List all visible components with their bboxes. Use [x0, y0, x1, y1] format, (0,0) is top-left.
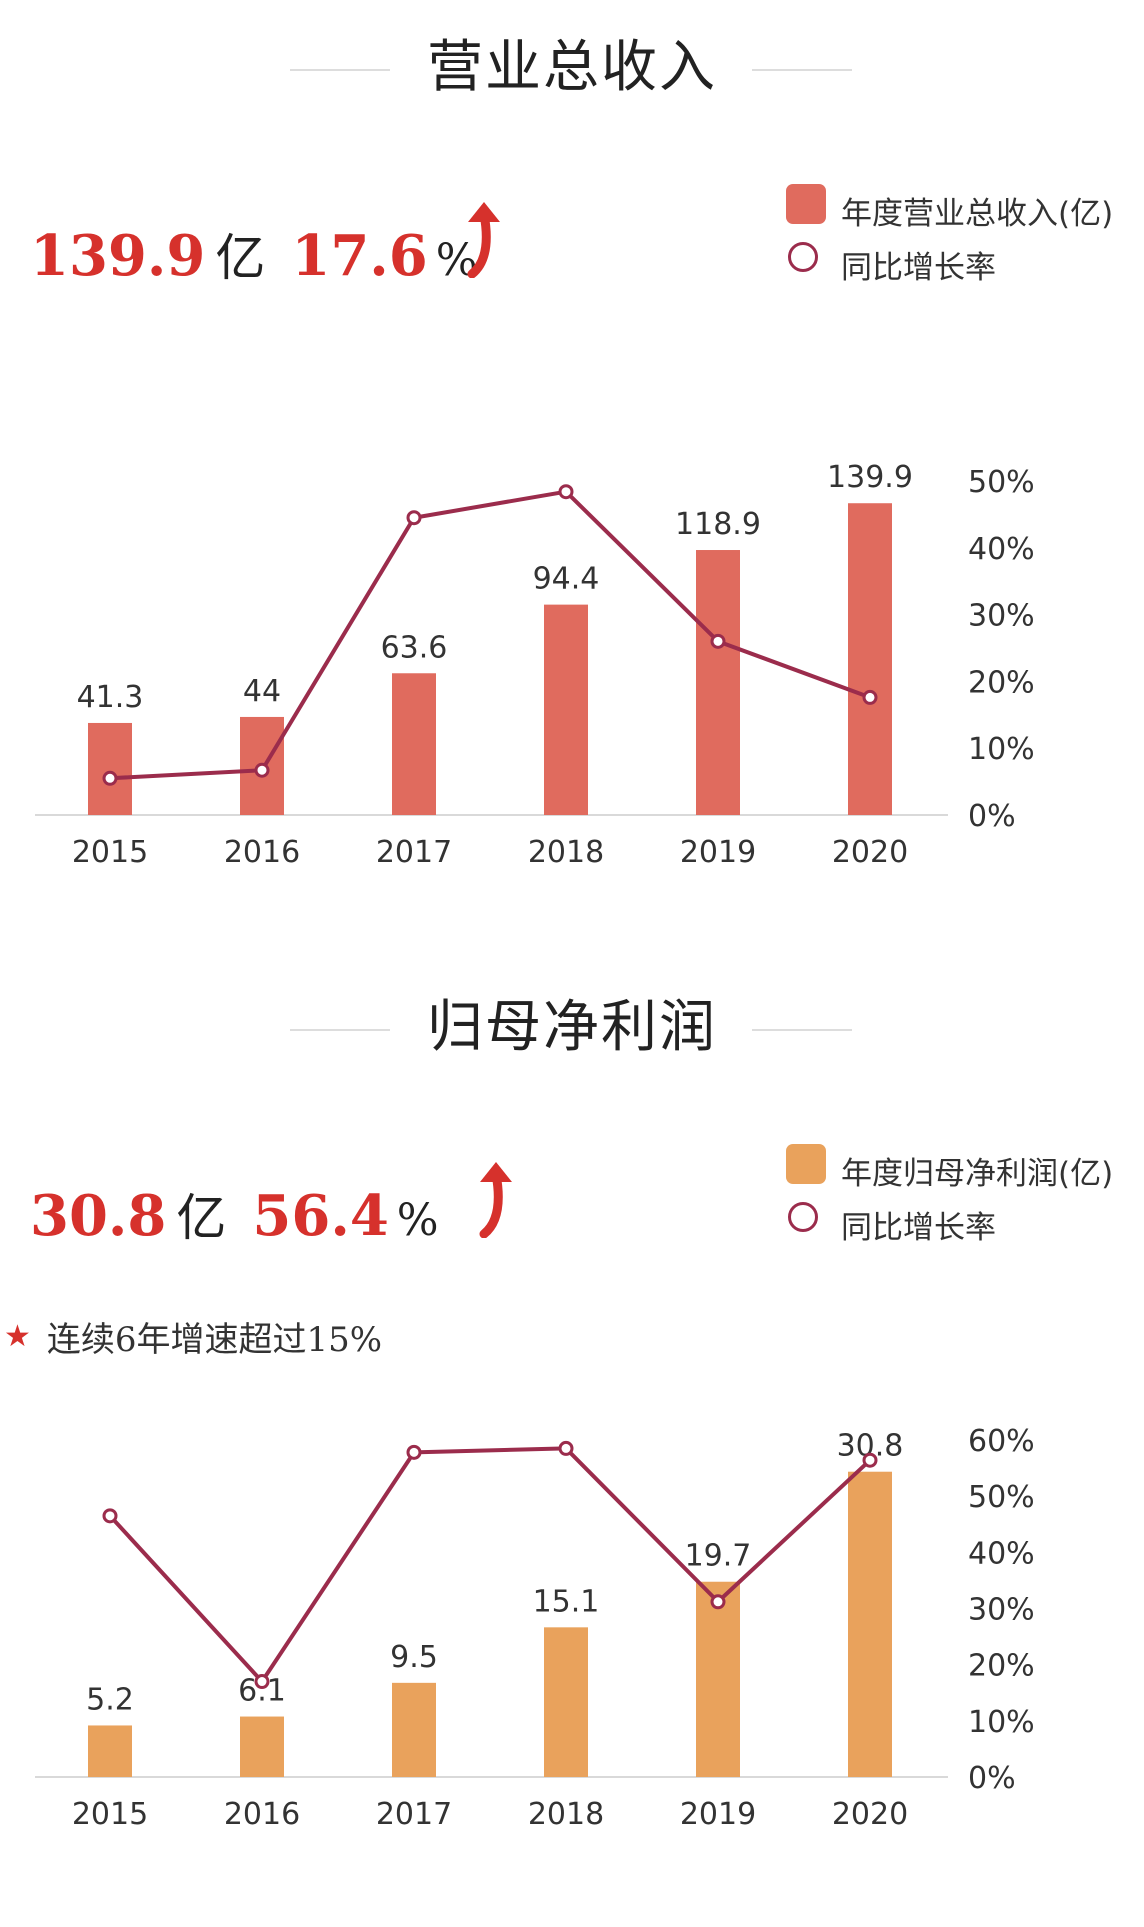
legend-swatch — [786, 184, 826, 224]
growth-point — [102, 770, 118, 786]
y-tick-label: 50% — [968, 465, 1035, 500]
data-label: 63.6 — [381, 630, 448, 665]
bar — [392, 1682, 436, 1777]
profit-growth-unit: % — [396, 1195, 439, 1246]
x-tick-label: 2019 — [680, 1797, 756, 1832]
growth-point — [862, 1452, 878, 1468]
x-tick-label: 2020 — [832, 835, 908, 870]
y-tick-label: 40% — [968, 1536, 1035, 1571]
growth-point — [254, 762, 270, 778]
data-label: 44 — [243, 674, 281, 709]
legend-marker-icon — [788, 242, 818, 272]
growth-line — [108, 1446, 872, 1684]
growth-note: ★ 连续6年增速超过15% — [4, 1312, 382, 1361]
y-tick-label: 20% — [968, 665, 1035, 700]
title-rule-left — [290, 1029, 390, 1031]
y-tick-label: 30% — [968, 1593, 1035, 1628]
y-tick-label: 0% — [968, 799, 1016, 834]
bar — [392, 673, 436, 815]
profit-title: 归母净利润 — [427, 995, 717, 1060]
bar — [696, 550, 740, 815]
revenue-growth: 17.6 — [291, 223, 428, 289]
x-tick-label: 2017 — [376, 1797, 452, 1832]
growth-point — [254, 1674, 270, 1690]
up-arrow-icon — [479, 1162, 512, 1238]
bar — [240, 1716, 284, 1777]
data-label: 5.2 — [86, 1682, 134, 1717]
y-tick-label: 40% — [968, 532, 1035, 567]
title-rule-left — [290, 69, 390, 71]
bar — [544, 1627, 588, 1777]
x-tick-label: 2015 — [72, 835, 148, 870]
data-label: 139.9 — [827, 460, 913, 495]
revenue-unit: 亿 — [215, 229, 266, 287]
y-tick-label: 0% — [968, 1761, 1016, 1796]
profit-unit: 亿 — [176, 1189, 227, 1247]
data-label: 94.4 — [533, 562, 600, 597]
revenue-chart: 41.3 2015 44 2016 63.6 2017 94.4 2018 118.9 2019 1… — [35, 460, 1035, 870]
x-tick-label: 2017 — [376, 835, 452, 870]
bar — [848, 1471, 892, 1777]
bar — [848, 503, 892, 815]
growth-point — [406, 1444, 422, 1460]
y-tick-label: 20% — [968, 1649, 1035, 1684]
x-tick-label: 2016 — [224, 835, 300, 870]
legend-label: 同比增长率 — [841, 1210, 996, 1246]
profit-value: 30.8 — [30, 1183, 167, 1249]
data-label: 9.5 — [390, 1640, 438, 1675]
x-tick-label: 2019 — [680, 835, 756, 870]
growth-line — [109, 489, 871, 781]
y-tick-label: 10% — [968, 732, 1035, 767]
legend-marker-icon — [788, 1202, 818, 1232]
revenue-value: 139.9 — [30, 223, 206, 289]
x-tick-label: 2018 — [528, 1797, 604, 1832]
revenue-title: 营业总收入 — [427, 35, 717, 100]
legend-label: 年度营业总收入(亿) — [841, 196, 1114, 232]
profit-growth: 56.4 — [252, 1183, 389, 1249]
profit-section: 归母净利润 30.8 亿 56.4% 年度归母净利润(亿) 同比增长率 ★ 连续6年增… — [0, 960, 1144, 1927]
legend-label: 同比增长率 — [841, 250, 996, 286]
profit-headline: 30.8 亿 56.4% — [30, 1188, 439, 1244]
growth-point — [102, 1508, 118, 1524]
growth-note-text: 连续6年增速超过15% — [46, 1320, 383, 1360]
x-tick-label: 2015 — [72, 1797, 148, 1832]
revenue-section: 营业总收入 139.9 亿 17.6% 年度营业总收入(亿) 同比增长率 41.3 2… — [0, 0, 1144, 900]
growth-point — [558, 484, 574, 500]
data-label: 19.7 — [685, 1539, 752, 1574]
growth-point — [710, 1594, 726, 1610]
data-label: 118.9 — [675, 507, 761, 542]
revenue-headline: 139.9 亿 17.6% — [30, 228, 478, 284]
growth-point — [558, 1440, 574, 1456]
legend-label: 年度归母净利润(亿) — [841, 1156, 1114, 1192]
bar — [88, 1725, 132, 1777]
legend-swatch — [786, 1144, 826, 1184]
x-tick-label: 2016 — [224, 1797, 300, 1832]
data-label: 41.3 — [77, 680, 144, 715]
y-tick-label: 30% — [968, 599, 1035, 634]
growth-point — [710, 633, 726, 649]
y-tick-label: 10% — [968, 1705, 1035, 1740]
profit-chart: 5.220156.120169.5201715.1201819.7201930.… — [35, 1424, 1035, 1832]
data-label: 15.1 — [533, 1584, 600, 1619]
bar — [544, 604, 588, 815]
title-rule-right — [752, 1029, 852, 1031]
title-rule-right — [752, 69, 852, 71]
up-arrow-icon — [467, 202, 500, 278]
growth-point — [406, 510, 422, 526]
y-tick-label: 60% — [968, 1424, 1035, 1459]
bar — [88, 722, 132, 815]
x-tick-label: 2020 — [832, 1797, 908, 1832]
bar — [696, 1581, 740, 1777]
y-tick-label: 50% — [968, 1480, 1035, 1515]
x-tick-label: 2018 — [528, 835, 604, 870]
star-icon: ★ — [4, 1319, 31, 1354]
growth-point — [862, 689, 878, 705]
